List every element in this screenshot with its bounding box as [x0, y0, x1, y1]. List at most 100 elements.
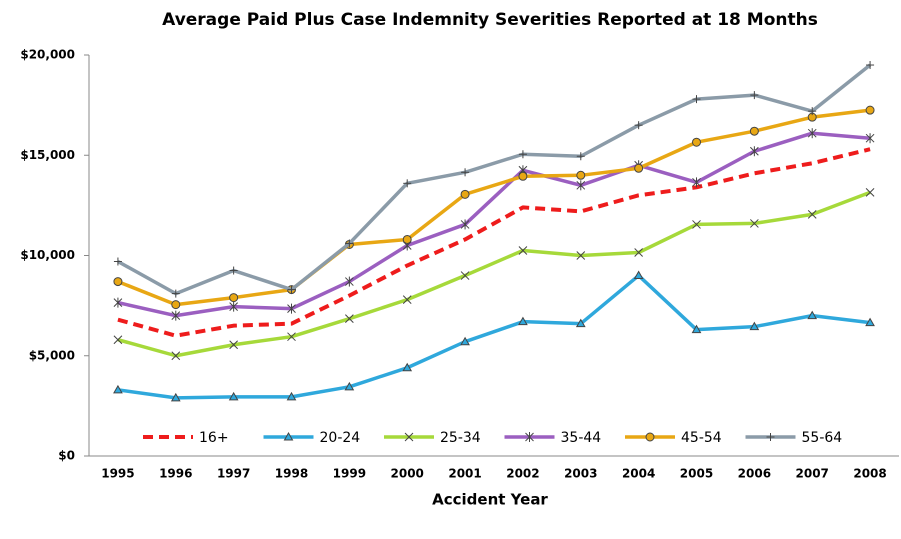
- marker: [865, 317, 875, 327]
- marker: [403, 179, 412, 188]
- marker: [461, 168, 470, 177]
- marker: [634, 121, 643, 130]
- marker: [518, 316, 528, 326]
- marker: [402, 362, 413, 372]
- marker: [229, 266, 238, 275]
- marker: [766, 433, 775, 441]
- x-tick-label: 2002: [506, 467, 539, 481]
- marker: [229, 340, 238, 350]
- marker: [807, 310, 818, 320]
- x-tick-label: 2004: [622, 467, 655, 481]
- marker: [113, 257, 122, 266]
- marker: [287, 285, 296, 294]
- x-tick-label: 2008: [853, 467, 886, 481]
- marker: [808, 107, 817, 116]
- series-line: [117, 131, 871, 318]
- series-line: [117, 147, 871, 338]
- x-tick-label: 1998: [275, 467, 308, 481]
- legend-label: 20-24: [320, 430, 361, 446]
- marker: [113, 297, 123, 308]
- marker: [402, 295, 412, 304]
- marker: [865, 187, 875, 197]
- legend-label: 45-54: [681, 430, 722, 446]
- marker: [283, 431, 294, 441]
- marker: [749, 321, 760, 331]
- marker: [750, 146, 759, 157]
- marker: [633, 270, 644, 280]
- y-tick-label: $20,000: [20, 48, 75, 62]
- marker: [113, 384, 123, 394]
- marker: [113, 335, 123, 345]
- marker: [691, 324, 702, 334]
- marker: [518, 171, 528, 181]
- marker: [460, 219, 470, 230]
- marker: [345, 314, 354, 324]
- x-tick-label: 1995: [101, 467, 134, 481]
- marker: [576, 170, 586, 180]
- marker: [344, 381, 355, 391]
- chart-title: Average Paid Plus Case Indemnity Severit…: [162, 10, 818, 30]
- marker: [865, 133, 875, 144]
- legend-label: 16+: [199, 430, 229, 446]
- x-tick-label: 1996: [159, 467, 192, 481]
- marker: [750, 91, 759, 100]
- marker: [576, 180, 586, 191]
- marker: [229, 293, 239, 303]
- marker: [749, 126, 759, 136]
- series-line: [117, 190, 871, 358]
- marker: [518, 150, 527, 159]
- marker: [750, 219, 759, 228]
- marker: [866, 61, 875, 70]
- marker: [229, 301, 238, 312]
- marker: [402, 234, 412, 244]
- x-tick-label: 2003: [564, 467, 597, 481]
- marker: [576, 152, 585, 161]
- marker: [171, 289, 180, 298]
- marker: [634, 163, 644, 173]
- series-line: [117, 63, 872, 296]
- x-tick-label: 1997: [217, 467, 250, 481]
- marker: [692, 220, 701, 229]
- marker: [171, 351, 181, 361]
- x-axis-title: Accident Year: [432, 491, 548, 509]
- y-tick-label: $0: [58, 449, 75, 463]
- marker: [807, 128, 817, 139]
- y-tick-label: $15,000: [20, 148, 75, 162]
- marker: [286, 391, 297, 401]
- marker: [171, 300, 181, 310]
- marker: [228, 391, 239, 401]
- marker: [645, 432, 655, 442]
- series-line: [117, 273, 871, 400]
- marker: [807, 210, 817, 219]
- x-tick-label: 1999: [333, 467, 366, 481]
- legend-label: 55-64: [802, 430, 843, 446]
- marker: [692, 95, 701, 104]
- x-tick-label: 2001: [448, 467, 481, 481]
- marker: [518, 246, 528, 255]
- marker: [287, 303, 296, 314]
- marker: [865, 105, 875, 115]
- marker: [171, 310, 181, 321]
- marker: [634, 248, 643, 257]
- legend-label: 35-44: [561, 430, 602, 446]
- x-tick-label: 2006: [738, 467, 771, 481]
- legend-label: 25-34: [440, 430, 481, 446]
- marker: [460, 189, 470, 199]
- marker: [345, 239, 354, 248]
- x-tick-label: 2007: [796, 467, 829, 481]
- marker: [575, 318, 586, 328]
- marker: [460, 271, 470, 280]
- marker: [692, 137, 701, 147]
- marker: [525, 432, 534, 442]
- series-line: [117, 108, 871, 307]
- marker: [113, 277, 123, 287]
- marker: [692, 177, 701, 188]
- x-tick-label: 2005: [680, 467, 713, 481]
- marker: [345, 276, 354, 287]
- marker: [576, 251, 586, 260]
- y-tick-label: $10,000: [20, 248, 75, 262]
- marker: [170, 392, 181, 402]
- marker: [404, 432, 414, 442]
